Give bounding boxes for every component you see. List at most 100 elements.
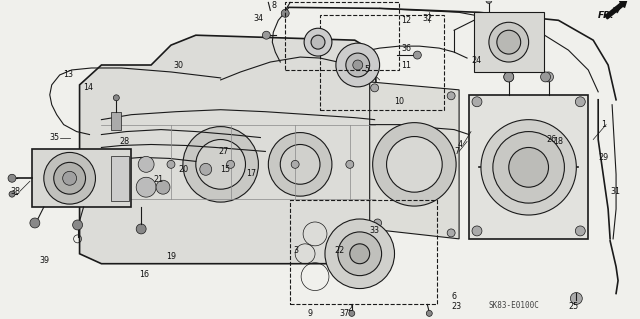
- Polygon shape: [370, 82, 459, 239]
- Circle shape: [54, 162, 86, 194]
- Text: 37: 37: [340, 309, 350, 318]
- FancyArrow shape: [605, 1, 627, 19]
- Circle shape: [227, 160, 234, 168]
- Bar: [32, 150, 131, 207]
- Circle shape: [504, 72, 514, 82]
- Circle shape: [325, 219, 394, 289]
- Text: 25: 25: [568, 302, 579, 311]
- Bar: [469, 95, 588, 239]
- Text: 12: 12: [401, 16, 412, 25]
- Circle shape: [543, 72, 554, 82]
- Text: 35: 35: [49, 133, 60, 142]
- Bar: [320, 15, 444, 110]
- Circle shape: [183, 127, 259, 202]
- Text: FR.: FR.: [598, 11, 614, 20]
- Circle shape: [575, 97, 585, 107]
- Text: 16: 16: [139, 270, 149, 279]
- Circle shape: [268, 133, 332, 196]
- Text: 6: 6: [451, 292, 456, 301]
- Text: 20: 20: [178, 165, 188, 174]
- Circle shape: [281, 9, 289, 17]
- Circle shape: [472, 97, 482, 107]
- Circle shape: [447, 229, 455, 237]
- Text: 8: 8: [272, 1, 276, 10]
- Circle shape: [8, 174, 16, 182]
- Circle shape: [136, 177, 156, 197]
- Circle shape: [72, 220, 83, 230]
- Circle shape: [353, 60, 363, 70]
- Circle shape: [541, 72, 550, 82]
- Circle shape: [570, 293, 582, 304]
- Text: 27: 27: [219, 147, 229, 156]
- Circle shape: [138, 156, 154, 172]
- Text: 23: 23: [451, 302, 461, 311]
- Text: 18: 18: [554, 137, 563, 146]
- Circle shape: [304, 28, 332, 56]
- Circle shape: [346, 160, 354, 168]
- Text: 22: 22: [334, 246, 344, 255]
- Text: 24: 24: [471, 56, 481, 64]
- Circle shape: [200, 163, 212, 175]
- Text: 19: 19: [166, 252, 176, 261]
- Circle shape: [336, 43, 380, 87]
- Text: 5: 5: [365, 65, 370, 74]
- Bar: [111, 156, 129, 201]
- Text: SK83-E0100C: SK83-E0100C: [489, 301, 540, 310]
- Circle shape: [311, 35, 325, 49]
- Circle shape: [472, 226, 482, 236]
- Circle shape: [44, 152, 95, 204]
- Circle shape: [346, 53, 370, 77]
- Circle shape: [280, 145, 320, 184]
- Bar: [290, 200, 437, 304]
- Text: 14: 14: [84, 83, 93, 93]
- Text: 2: 2: [348, 304, 353, 313]
- Text: 36: 36: [401, 44, 412, 53]
- Circle shape: [481, 120, 577, 215]
- Circle shape: [486, 0, 492, 4]
- Circle shape: [372, 122, 456, 206]
- Text: 29: 29: [598, 153, 609, 162]
- Text: 30: 30: [173, 61, 183, 70]
- Text: 17: 17: [246, 169, 257, 178]
- Circle shape: [156, 180, 170, 194]
- Text: 1: 1: [601, 120, 606, 129]
- Bar: [285, 3, 399, 70]
- Circle shape: [447, 92, 455, 100]
- Circle shape: [136, 224, 146, 234]
- Bar: [111, 112, 122, 130]
- Text: 15: 15: [221, 165, 231, 174]
- Text: 10: 10: [394, 97, 404, 106]
- Text: 31: 31: [610, 187, 620, 196]
- Text: 11: 11: [401, 61, 412, 70]
- Circle shape: [371, 84, 379, 92]
- Polygon shape: [79, 35, 380, 264]
- Circle shape: [30, 218, 40, 228]
- Circle shape: [504, 72, 514, 82]
- Circle shape: [196, 139, 246, 189]
- Text: 34: 34: [253, 14, 264, 23]
- Text: 38: 38: [10, 187, 20, 196]
- Circle shape: [350, 244, 370, 264]
- Circle shape: [374, 219, 381, 227]
- Circle shape: [489, 22, 529, 62]
- Circle shape: [509, 147, 548, 187]
- Text: 9: 9: [307, 309, 312, 318]
- Circle shape: [426, 310, 432, 316]
- Text: 28: 28: [119, 137, 129, 146]
- Text: 33: 33: [370, 226, 380, 235]
- Circle shape: [493, 131, 564, 203]
- Circle shape: [497, 30, 521, 54]
- Circle shape: [167, 160, 175, 168]
- Circle shape: [9, 191, 15, 197]
- Text: 32: 32: [422, 14, 433, 23]
- Text: 26: 26: [547, 135, 557, 144]
- Circle shape: [413, 51, 421, 59]
- Text: 39: 39: [40, 256, 50, 265]
- Bar: [474, 12, 543, 72]
- Circle shape: [113, 95, 119, 101]
- Text: 21: 21: [153, 175, 163, 184]
- Circle shape: [338, 232, 381, 276]
- Text: 3: 3: [293, 246, 298, 255]
- Circle shape: [387, 137, 442, 192]
- Text: 7: 7: [454, 147, 459, 156]
